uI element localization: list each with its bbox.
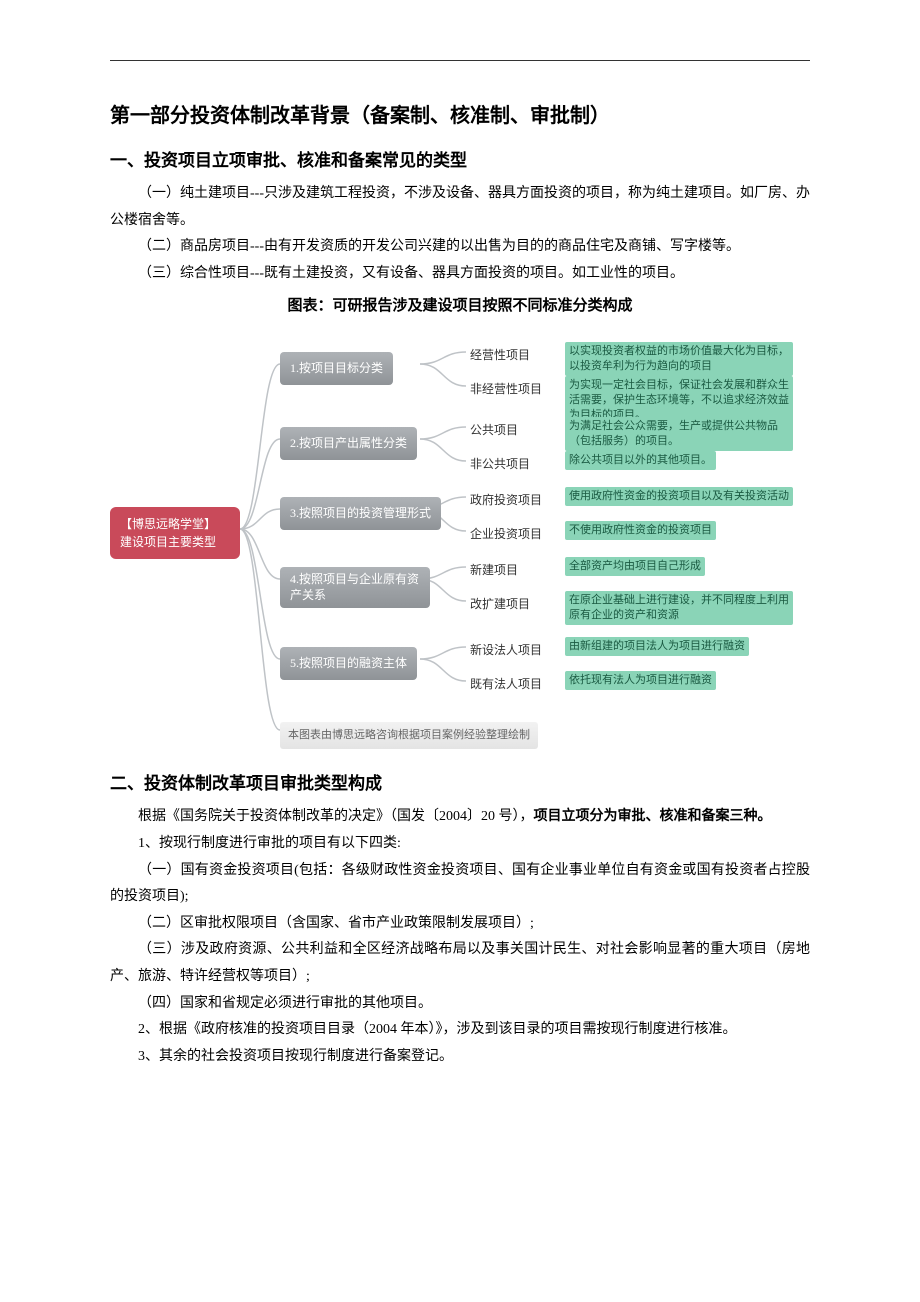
diagram-leaf-desc: 为满足社会公众需要，生产或提供公共物品（包括服务）的项目。 xyxy=(565,417,793,451)
diagram-leaf-desc: 不使用政府性资金的投资项目 xyxy=(565,521,716,540)
sec2-p1b: 项目立项分为审批、核准和备案三种。 xyxy=(534,809,772,824)
sec2-p1: 根据《国务院关于投资体制改革的决定》（国发〔2004〕20 号），项目立项分为审… xyxy=(110,804,810,831)
sec1-p2: （二）商品房项目---由有开发资质的开发公司兴建的以出售为目的的商品住宅及商铺、… xyxy=(110,234,810,261)
diagram-leaf-desc: 在原企业基础上进行建设，并不同程度上利用原有企业的资产和资源 xyxy=(565,591,793,625)
diagram-leaf-desc: 由新组建的项目法人为项目进行融资 xyxy=(565,637,749,656)
doc-title: 第一部分投资体制改革背景（备案制、核准制、审批制） xyxy=(110,97,810,135)
sec2-p5: （三）涉及政府资源、公共利益和全区经济战略布局以及事关国计民生、对社会影响显著的… xyxy=(110,937,810,990)
diagram-category: 1.按项目目标分类 xyxy=(280,352,393,385)
classification-diagram: 【博思远略学堂】 建设项目主要类型 1.按项目目标分类 经营性项目 以实现投资者权益的… xyxy=(110,332,810,752)
diagram-category: 4.按照项目与企业原有资产关系 xyxy=(280,567,430,608)
diagram-leaf: 企业投资项目 xyxy=(470,523,542,546)
sec2-p2: 1、按现行制度进行审批的项目有以下四类: xyxy=(110,831,810,858)
section2-heading: 二、投资体制改革项目审批类型构成 xyxy=(110,768,810,800)
diagram-leaf: 既有法人项目 xyxy=(470,673,542,696)
diagram-leaf: 新设法人项目 xyxy=(470,639,542,662)
diagram-leaf: 经营性项目 xyxy=(470,344,530,367)
section1-heading: 一、投资项目立项审批、核准和备案常见的类型 xyxy=(110,145,810,177)
diagram-root: 【博思远略学堂】 建设项目主要类型 xyxy=(110,507,240,559)
diagram-leaf: 新建项目 xyxy=(470,559,518,582)
diagram-category: 2.按项目产出属性分类 xyxy=(280,427,417,460)
diagram-leaf-desc: 全部资产均由项目自己形成 xyxy=(565,557,705,576)
sec2-p3: （一）国有资金投资项目(包括：各级财政性资金投资项目、国有企业事业单位自有资金或… xyxy=(110,858,810,911)
page-top-rule xyxy=(110,60,810,61)
diagram-category: 5.按照项目的融资主体 xyxy=(280,647,417,680)
diagram-leaf-desc: 以实现投资者权益的市场价值最大化为目标，以投资牟利为行为趋向的项目 xyxy=(565,342,793,376)
diagram-leaf: 改扩建项目 xyxy=(470,593,530,616)
sec1-p1: （一）纯土建项目---只涉及建筑工程投资，不涉及设备、器具方面投资的项目，称为纯… xyxy=(110,181,810,234)
diagram-leaf: 公共项目 xyxy=(470,419,518,442)
sec2-p1a: 根据《国务院关于投资体制改革的决定》（国发〔2004〕20 号）， xyxy=(138,809,534,824)
diagram-leaf-desc: 使用政府性资金的投资项目以及有关投资活动 xyxy=(565,487,793,506)
diagram-leaf-desc: 依托现有法人为项目进行融资 xyxy=(565,671,716,690)
sec2-p7: 2、根据《政府核准的投资项目目录（2004 年本）》，涉及到该目录的项目需按现行… xyxy=(110,1017,810,1044)
sec2-p4: （二）区审批权限项目（含国家、省市产业政策限制发展项目）; xyxy=(110,911,810,938)
sec1-p3: （三）综合性项目---既有土建投资，又有设备、器具方面投资的项目。如工业性的项目… xyxy=(110,261,810,288)
diagram-footnote: 本图表由博思远略咨询根据项目案例经验整理绘制 xyxy=(280,722,538,749)
diagram-leaf: 非公共项目 xyxy=(470,453,530,476)
diagram-category: 3.按照项目的投资管理形式 xyxy=(280,497,441,530)
diagram-leaf: 非经营性项目 xyxy=(470,378,542,401)
sec2-p8: 3、其余的社会投资项目按现行制度进行备案登记。 xyxy=(110,1044,810,1071)
chart-title: 图表：可研报告涉及建设项目按照不同标准分类构成 xyxy=(110,292,810,321)
diagram-leaf-desc: 除公共项目以外的其他项目。 xyxy=(565,451,716,470)
diagram-leaf: 政府投资项目 xyxy=(470,489,542,512)
sec2-p6: （四）国家和省规定必须进行审批的其他项目。 xyxy=(110,991,810,1018)
